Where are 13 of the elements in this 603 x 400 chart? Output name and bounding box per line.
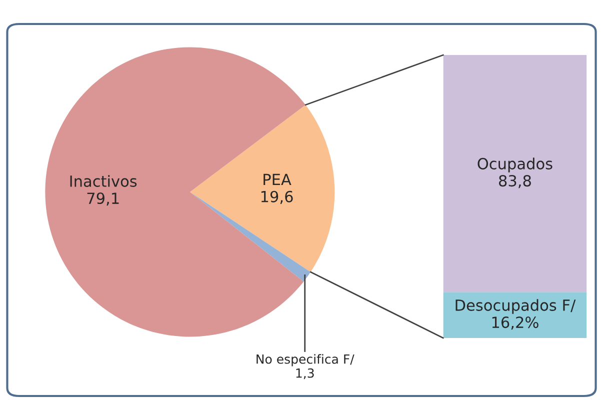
slice-label: No especifica F/ [256, 354, 354, 366]
pie-slice [45, 47, 306, 337]
pie-slice [190, 192, 311, 282]
slice-label: PEA [264, 174, 292, 186]
data-label: 79,1 [87, 192, 119, 206]
data-label: 16,2% [492, 316, 538, 330]
slice-label: Inactivos [70, 175, 137, 187]
series-label: Desocupados F/ [456, 299, 576, 314]
data-label: 1,3 [296, 368, 314, 380]
series-label: Ocupados [478, 158, 552, 172]
pie-slice [190, 104, 335, 272]
data-label: 83,8 [498, 175, 531, 188]
data-label: 19,6 [261, 190, 293, 204]
